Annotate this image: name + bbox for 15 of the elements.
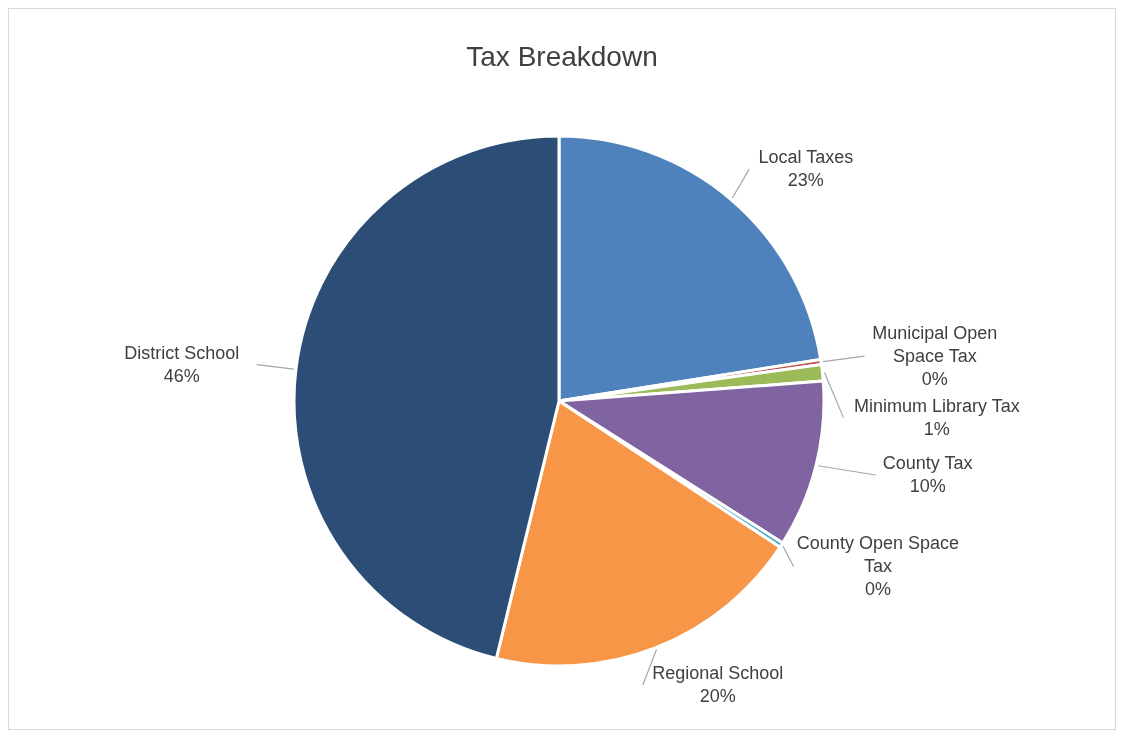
- data-label: 20%: [699, 685, 736, 706]
- data-label: 0%: [921, 368, 948, 389]
- slice-label: District School: [124, 342, 240, 363]
- slice-label: Minimum Library Tax: [853, 395, 1020, 416]
- chart-title: Tax Breakdown: [466, 41, 658, 72]
- data-label: 10%: [909, 475, 946, 496]
- data-label: 0%: [864, 579, 891, 600]
- data-label: 46%: [163, 365, 200, 386]
- slice-label: County Tax: [882, 452, 973, 473]
- slice-label: Local Taxes: [758, 147, 854, 168]
- slice-label: Regional School: [652, 662, 784, 683]
- data-label: 23%: [787, 170, 824, 191]
- slice-label: Municipal Open Space Tax: [872, 322, 998, 366]
- slice-label: County Open Space Tax: [796, 533, 959, 577]
- data-label: 1%: [923, 418, 950, 439]
